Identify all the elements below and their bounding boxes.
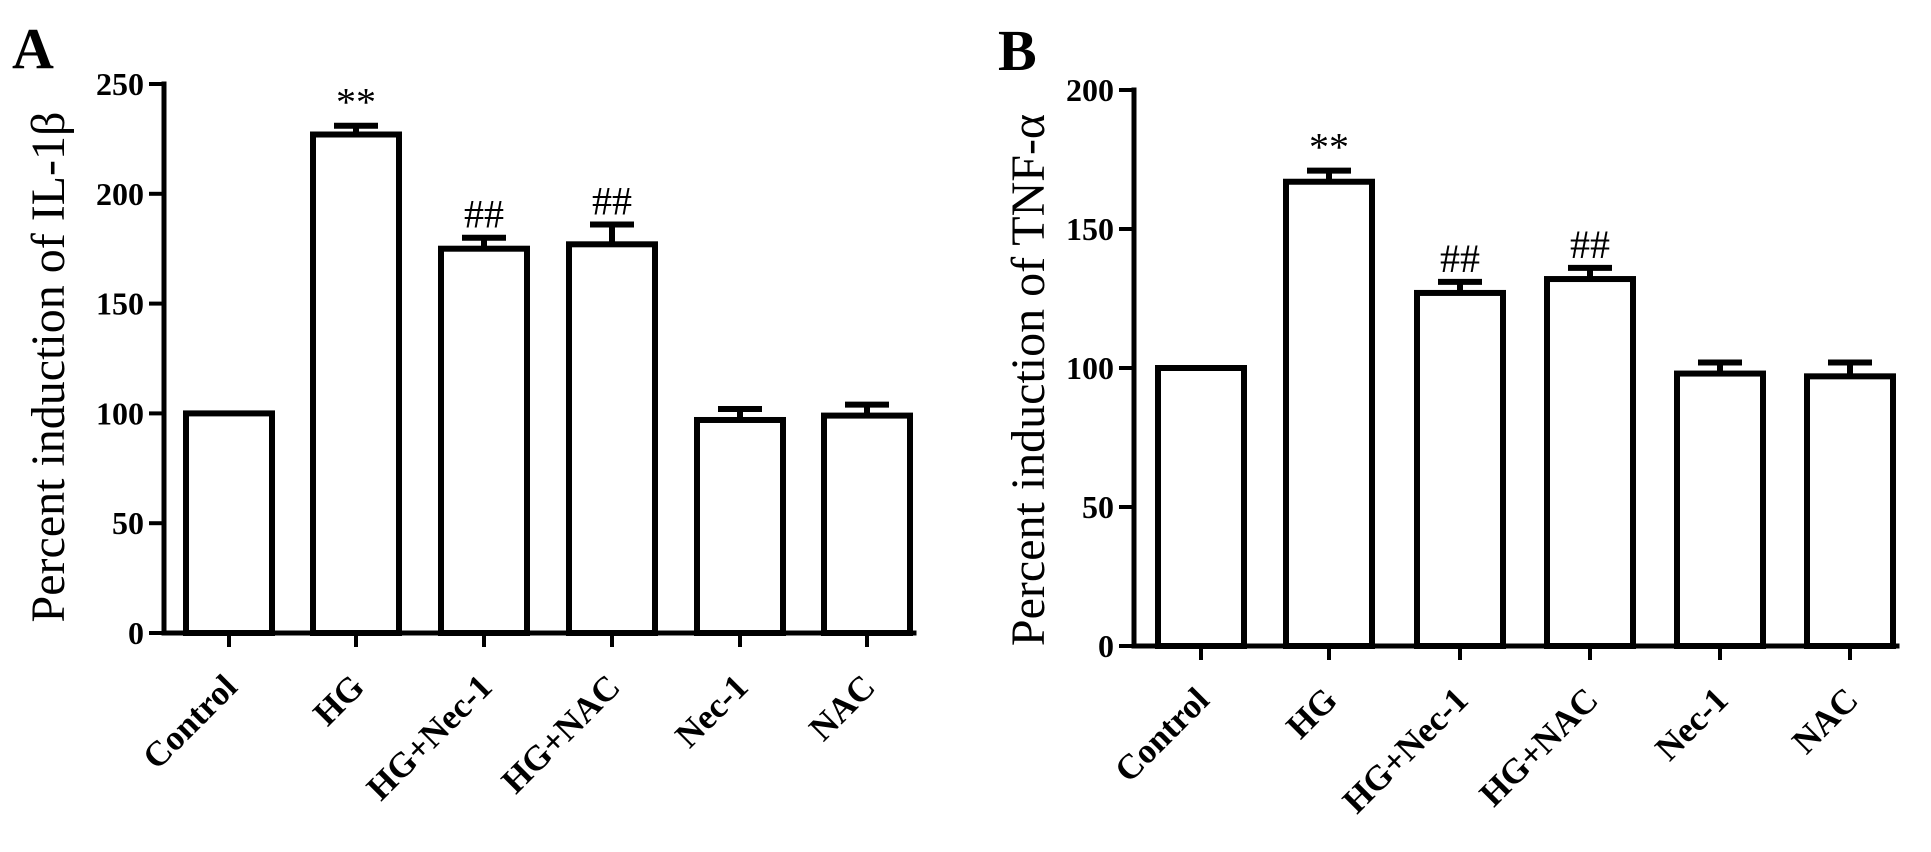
category-label-control: Control: [1107, 680, 1217, 790]
category-label-control: Control: [135, 667, 245, 777]
bar-nac: [821, 412, 913, 637]
bar-nac: [1804, 373, 1896, 649]
significance-marker-hg: **: [336, 80, 376, 125]
category-label-hg-nac: HG+NAC: [1472, 680, 1606, 814]
bar-hg-nac: [566, 241, 658, 636]
category-label-hg: HG: [306, 667, 372, 733]
y-tick-label: 100: [96, 395, 144, 431]
y-axis-label: Percent induction of TNF-α: [1002, 114, 1055, 646]
category-label-nac: NAC: [1784, 680, 1865, 761]
y-axis-label: Percent induction of IL-1β: [22, 112, 75, 623]
panel-label: B: [998, 18, 1037, 83]
category-label-hg-nec-1: HG+Nec-1: [359, 667, 500, 808]
y-tick-label: 100: [1066, 350, 1114, 386]
significance-marker-hg-nec-1: ##: [464, 192, 504, 237]
bar-control: [1155, 365, 1247, 649]
y-tick-label: 0: [1098, 628, 1114, 664]
bar-nec-1: [694, 416, 786, 636]
y-tick-label: 0: [128, 615, 144, 651]
significance-marker-hg-nec-1: ##: [1440, 236, 1480, 281]
category-label-nac: NAC: [801, 667, 882, 748]
panel-a: A Percent induction of IL-1β 0 50 100 150 200 2…: [12, 16, 917, 808]
category-label-nec-1: Nec-1: [1648, 680, 1736, 768]
category-label-hg-nec-1: HG+Nec-1: [1335, 680, 1476, 821]
y-tick-label: 50: [112, 505, 144, 541]
significance-marker-hg: **: [1309, 125, 1349, 170]
category-label-hg-nac: HG+NAC: [494, 667, 628, 801]
y-tick-label: 250: [96, 66, 144, 102]
y-tick-label: 150: [96, 286, 144, 322]
category-label-nec-1: Nec-1: [668, 667, 756, 755]
bar-hg: [1283, 178, 1375, 650]
panel-label: A: [12, 16, 54, 81]
significance-marker-hg-nac: ##: [592, 179, 632, 224]
bar-nec-1: [1674, 370, 1766, 649]
category-label-hg: HG: [1279, 680, 1345, 746]
y-tick-label: 200: [96, 176, 144, 212]
y-tick-label: 50: [1082, 489, 1114, 525]
bar-hg-nec-1: [1414, 289, 1506, 649]
bar-control: [183, 410, 275, 636]
bar-hg-nac: [1544, 276, 1636, 649]
y-tick-label: 150: [1066, 211, 1114, 247]
significance-marker-hg-nac: ##: [1570, 222, 1610, 267]
y-tick-label: 200: [1066, 72, 1114, 108]
panel-b: B Percent induction of TNF-α 0 50 100 150 200 C…: [998, 18, 1900, 821]
bar-hg: [310, 131, 402, 636]
bar-hg-nec-1: [438, 245, 530, 636]
